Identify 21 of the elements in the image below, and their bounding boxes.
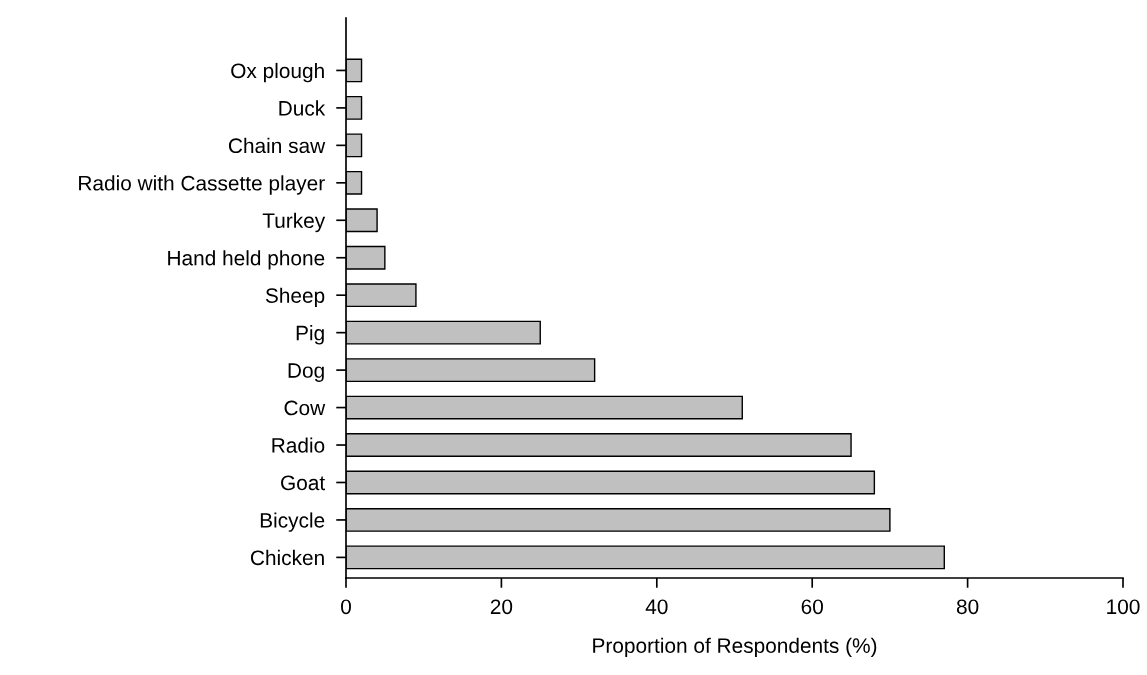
y-tick-label: Cow <box>284 400 326 416</box>
y-tick-label: Dog <box>288 363 324 382</box>
y-tick-label: Pig <box>296 325 324 345</box>
y-tick-label: Radio with Cassette player <box>79 175 325 195</box>
x-tick-label: 80 <box>956 599 979 615</box>
y-tick-label: Turkey <box>262 212 326 233</box>
y-tick-label: Bicycle <box>260 512 325 532</box>
y-tick-label: Duck <box>279 100 326 116</box>
x-tick-label: 20 <box>490 599 513 615</box>
x-tick-label: 0 <box>341 599 351 615</box>
x-tick-label: 100 <box>1107 599 1140 615</box>
y-tick-label: Radio <box>272 437 325 453</box>
x-axis-title: Proportion of Respondents (%) <box>593 637 877 658</box>
y-tick-label: Hand held phone <box>168 250 325 270</box>
y-tick-label: Sheep <box>265 287 325 308</box>
y-tick-label: Goat <box>281 475 326 491</box>
y-tick-label: Chain saw <box>228 137 326 154</box>
y-tick-label: Chicken <box>250 549 324 566</box>
y-tick-label: Ox plough <box>231 62 324 83</box>
x-tick-label: 40 <box>645 599 668 615</box>
x-tick-label: 60 <box>801 599 823 615</box>
